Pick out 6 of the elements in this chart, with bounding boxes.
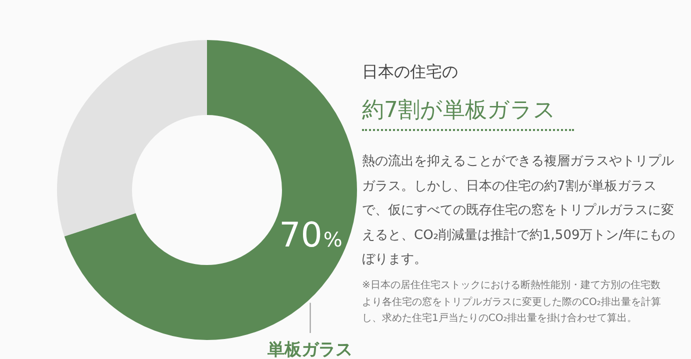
text: 日本の住宅の <box>362 62 458 83</box>
slice-label: 単板ガラス <box>266 340 353 359</box>
data-label: 70% <box>279 216 342 256</box>
text: ※日本の居住住宅ストックにおける断熱性能別・建て方別の住宅数より各住宅の窓をトリプルガラスに変更した際のCO₂排出量を計算し、求めた住宅1戸当たりのCO₂排出量を掛け合わせて算出。 <box>362 278 662 326</box>
text: 約7割が単板ガラス <box>362 95 574 131</box>
text: 熱の流出を抑えることができる複層ガラスやトリプルガラス。しかし、日本の住宅の約7割が単板ガラスで、仮にすべての既存住宅の窓をトリプルガラスに変えると、CO₂削減量は推計で約1,509万トン/年にものぼります。 <box>362 153 676 269</box>
